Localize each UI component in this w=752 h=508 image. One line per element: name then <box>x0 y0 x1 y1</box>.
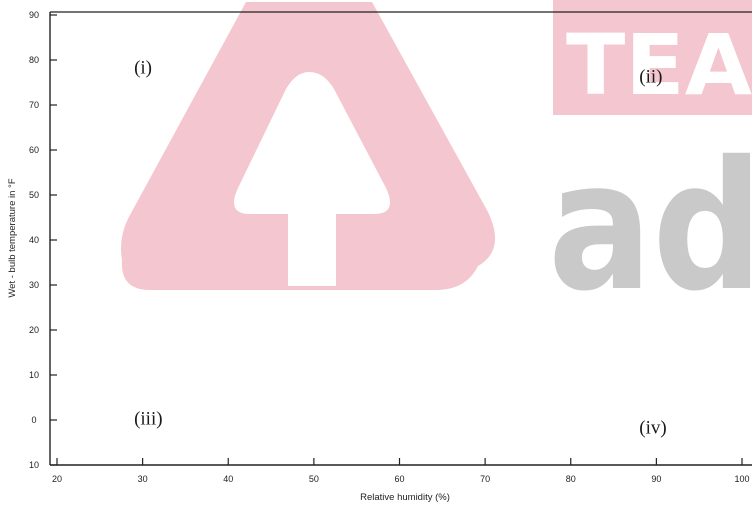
y-axis-title: Wet - bulb temperature in °F <box>7 178 18 297</box>
x-tick-label: 70 <box>480 474 490 484</box>
y-tick-label: 90 <box>29 10 39 20</box>
watermark-logo: TEA ad <box>121 0 752 330</box>
x-axis-title: Relative humidity (%) <box>360 492 450 503</box>
x-tick-label: 90 <box>651 474 661 484</box>
region-label: (iv) <box>639 418 666 439</box>
x-tick-label: 50 <box>309 474 319 484</box>
watermark-brand-top: TEA <box>566 16 752 114</box>
x-tick-label: 20 <box>52 474 62 484</box>
watermark-banner <box>553 0 752 115</box>
region-label: (i) <box>134 58 152 79</box>
y-tick-label: 10 <box>29 460 39 470</box>
y-tick-label: 10 <box>29 370 39 380</box>
y-tick-label: 70 <box>29 100 39 110</box>
y-tick-label: 20 <box>29 325 39 335</box>
y-axis-ticks: 90 80 70 60 50 40 30 20 10 0 10 <box>29 10 57 470</box>
y-tick-label: 60 <box>29 145 39 155</box>
region-annotations: (i) (ii) (iii) (iv) <box>134 58 667 439</box>
y-tick-label: 0 <box>31 415 36 425</box>
y-tick-label: 30 <box>29 280 39 290</box>
x-axis-ticks: 20 30 40 50 60 70 80 90 100 <box>52 458 750 484</box>
x-tick-label: 30 <box>138 474 148 484</box>
x-tick-label: 100 <box>734 474 749 484</box>
y-tick-label: 80 <box>29 55 39 65</box>
region-label: (iii) <box>134 409 163 430</box>
watermark-arrow-shape <box>121 2 496 290</box>
x-tick-label: 60 <box>394 474 404 484</box>
watermark-brand-bottom: ad <box>548 123 752 330</box>
x-tick-label: 80 <box>566 474 576 484</box>
y-tick-label: 50 <box>29 190 39 200</box>
x-tick-label: 40 <box>223 474 233 484</box>
y-tick-label: 40 <box>29 235 39 245</box>
region-label: (ii) <box>639 67 662 88</box>
